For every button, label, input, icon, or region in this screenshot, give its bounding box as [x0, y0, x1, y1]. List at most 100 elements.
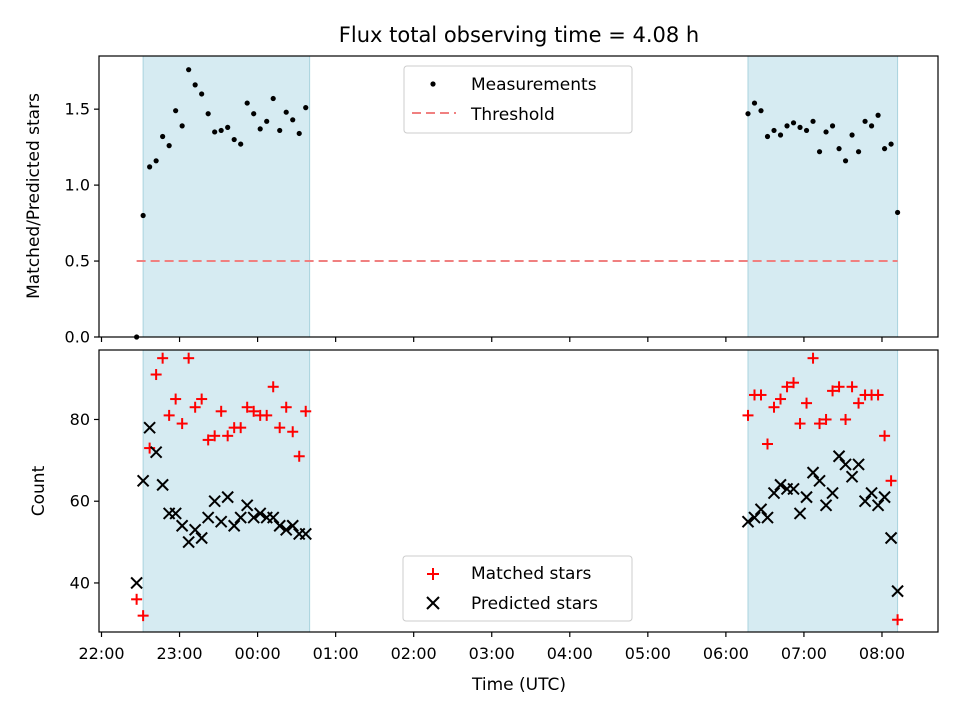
- predicted-star-stroke: [800, 490, 813, 504]
- x-tick-label: 05:00: [625, 644, 671, 663]
- matched-star-point: [293, 450, 305, 462]
- predicted-star-stroke: [201, 511, 215, 524]
- predicted-star-point: [273, 519, 286, 532]
- chart-title: Flux total observing time = 4.08 h: [339, 23, 699, 47]
- matched-star-point: [814, 418, 826, 430]
- measurement-point: [186, 67, 192, 73]
- measurement-point: [810, 118, 816, 124]
- predicted-star-point: [234, 511, 247, 524]
- predicted-star-stroke: [286, 519, 299, 532]
- top-legend-box: [403, 65, 633, 134]
- matched-star-point: [879, 430, 891, 442]
- x-tick-label: 00:00: [235, 644, 281, 663]
- matched-star-point: [788, 377, 800, 389]
- predicted-star-stroke: [832, 450, 846, 463]
- predicted-star-point: [201, 511, 215, 524]
- measurement-point: [875, 112, 881, 118]
- matched-star-point: [755, 389, 767, 401]
- predicted-star-point: [884, 531, 898, 545]
- x-tick-label: 01:00: [313, 644, 359, 663]
- measurement-point: [797, 124, 803, 130]
- predicted-star-stroke: [182, 535, 195, 549]
- measurement-point: [777, 132, 784, 138]
- matched-star-point: [872, 389, 884, 401]
- shaded-region: [142, 55, 311, 338]
- predicted-star-point: [143, 421, 156, 434]
- predicted-star-stroke: [767, 486, 781, 500]
- matched-star-point: [235, 422, 247, 434]
- measurement-point: [283, 109, 289, 115]
- predicted-star-point: [878, 490, 891, 504]
- predicted-star-stroke: [761, 511, 774, 524]
- matched-star-point: [892, 614, 904, 626]
- predicted-star-point: [845, 470, 859, 483]
- predicted-star-point: [175, 519, 189, 532]
- top-panel-frame: [98, 55, 939, 338]
- measurement-point: [842, 158, 849, 164]
- predicted-star-stroke: [149, 445, 163, 459]
- bottom-x-axis-ticks: 22:00 23:00 00:00 01:00 02:00 03:00 04:00 05:00…: [78, 632, 905, 663]
- predicted-star-stroke: [741, 515, 755, 528]
- predicted-star-stroke: [266, 511, 280, 524]
- measurement-point: [290, 117, 296, 123]
- measurement-point: [771, 127, 777, 134]
- matched-star-point: [137, 610, 149, 622]
- predicted-star-stroke: [221, 490, 234, 504]
- y-tick-label: 80: [70, 410, 90, 429]
- matched-star-point: [267, 381, 279, 393]
- predicted-star-stroke: [806, 466, 820, 479]
- predicted-star-stroke: [175, 519, 189, 532]
- predicted-star-point: [169, 507, 182, 520]
- matched-star-point: [853, 397, 865, 409]
- matched-stars-series: [131, 352, 904, 626]
- y-tick-label: 1.0: [65, 176, 90, 195]
- x-tick-label: 07:00: [781, 644, 827, 663]
- measurement-point: [855, 149, 862, 155]
- predicted-star-point: [761, 511, 774, 524]
- x-tick-label: 23:00: [156, 644, 202, 663]
- predicted-star-stroke: [845, 470, 859, 483]
- matched-star-point: [820, 413, 832, 425]
- predicted-star-stroke: [793, 507, 807, 520]
- measurement-point: [816, 149, 823, 155]
- measurement-point: [244, 100, 250, 106]
- measurement-point: [277, 127, 283, 134]
- measurement-point: [894, 209, 901, 216]
- y-tick-label: 0.0: [65, 328, 90, 347]
- predicted-star-stroke: [852, 458, 865, 471]
- predicted-star-stroke: [195, 531, 208, 545]
- measurement-point: [745, 111, 751, 117]
- matched-star-point: [762, 438, 774, 450]
- predicted-star-stroke: [247, 511, 260, 524]
- predicted-star-point: [767, 486, 781, 500]
- matched-star-point: [202, 434, 214, 446]
- x-tick-label: 04:00: [547, 644, 593, 663]
- measurement-point: [251, 111, 257, 117]
- predicted-star-stroke: [188, 523, 202, 537]
- predicted-star-point: [136, 474, 150, 487]
- bottom-legend-box: [402, 555, 633, 622]
- measurement-point: [758, 108, 764, 114]
- predicted-star-stroke: [299, 527, 312, 541]
- predicted-star-stroke: [813, 474, 826, 487]
- matched-star-point: [833, 381, 845, 393]
- predicted-star-point: [195, 531, 208, 545]
- measurement-point: [303, 105, 309, 111]
- predicted-star-point: [266, 511, 280, 524]
- legend-label-matched: Matched stars: [471, 564, 591, 584]
- predicted-star-point: [188, 523, 202, 537]
- predicted-star-point: [852, 458, 865, 471]
- top-x-axis-ticks: [100, 337, 883, 342]
- matched-star-point: [170, 393, 182, 405]
- predicted-star-point: [227, 519, 241, 532]
- measurement-point: [823, 129, 829, 135]
- measurement-point: [803, 127, 810, 134]
- matched-star-point: [801, 397, 813, 409]
- measurement-point: [179, 123, 185, 129]
- measurement-point: [160, 133, 166, 140]
- measurement-point: [296, 130, 302, 137]
- matched-star-point: [189, 401, 201, 413]
- x-tick-label: 06:00: [703, 644, 749, 663]
- y-tick-label: 40: [70, 573, 90, 592]
- predicted-star-point: [130, 576, 143, 590]
